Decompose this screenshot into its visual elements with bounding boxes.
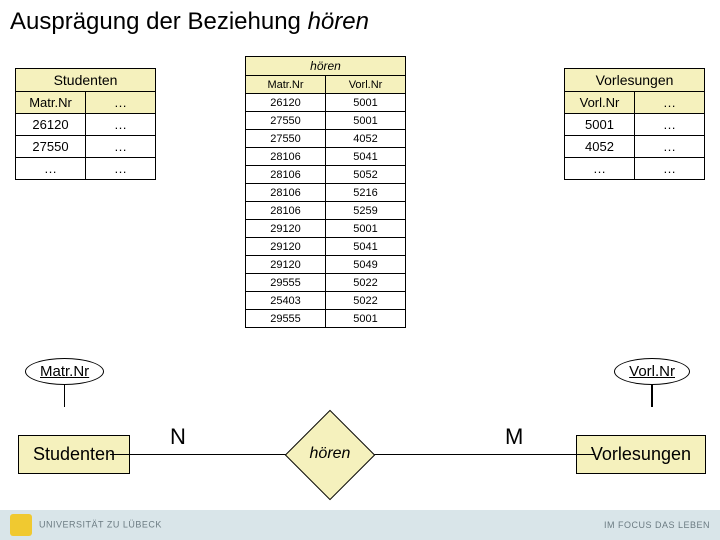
table-row: 5001…: [565, 114, 705, 136]
table-row: ……: [16, 158, 156, 180]
relationship-label: hören: [285, 445, 375, 463]
table-cell: 5022: [326, 292, 406, 310]
table-row: 281065216: [246, 184, 406, 202]
table-studenten: Studenten Matr.Nr … 26120…27550………: [15, 68, 156, 180]
table-cell: 29120: [246, 256, 326, 274]
table-cell: 28106: [246, 184, 326, 202]
table-cell: …: [86, 114, 156, 136]
table-cell: 4052: [326, 130, 406, 148]
table-cell: 5001: [326, 94, 406, 112]
table-row: 281065041: [246, 148, 406, 166]
er-relationship-hoeren: hören: [285, 430, 375, 480]
table-cell: …: [86, 158, 156, 180]
table-cell: …: [635, 136, 705, 158]
table-row: ……: [565, 158, 705, 180]
footer-left-text: UNIVERSITÄT ZU LÜBECK: [39, 519, 162, 529]
university-logo-icon: [10, 514, 32, 536]
table-row: 295555022: [246, 274, 406, 292]
table-cell: …: [565, 158, 635, 180]
table-cell: 5041: [326, 238, 406, 256]
col-header: Vorl.Nr: [565, 92, 635, 114]
col-header: Vorl.Nr: [326, 76, 406, 94]
table-cell: …: [635, 158, 705, 180]
table-row: 275504052: [246, 130, 406, 148]
col-header: …: [635, 92, 705, 114]
table-cell: 5052: [326, 166, 406, 184]
table-cell: 5041: [326, 148, 406, 166]
table-body: 5001…4052………: [565, 114, 705, 180]
table-row: 291205049: [246, 256, 406, 274]
connector-line: [651, 385, 653, 407]
attribute-label: Matr.Nr: [25, 358, 104, 385]
cardinality-n: N: [170, 424, 186, 450]
table-cell: 27550: [16, 136, 86, 158]
table-cell: 29555: [246, 274, 326, 292]
table-row: 281065259: [246, 202, 406, 220]
table-cell: 28106: [246, 166, 326, 184]
table-row: 261205001: [246, 94, 406, 112]
col-header: Matr.Nr: [16, 92, 86, 114]
footer-bar: UNIVERSITÄT ZU LÜBECK IM FOCUS DAS LEBEN: [0, 510, 720, 540]
table-cell: 28106: [246, 148, 326, 166]
table-cell: 26120: [16, 114, 86, 136]
table-row: 291205001: [246, 220, 406, 238]
cardinality-m: M: [505, 424, 523, 450]
table-body: 26120…27550………: [16, 114, 156, 180]
table-cell: …: [16, 158, 86, 180]
table-title: Studenten: [16, 69, 156, 92]
table-cell: 26120: [246, 94, 326, 112]
col-header: Matr.Nr: [246, 76, 326, 94]
table-cell: 25403: [246, 292, 326, 310]
table-cell: 5001: [326, 112, 406, 130]
er-edge-left: [110, 454, 290, 456]
er-edge-right: [370, 454, 595, 456]
table-row: 295555001: [246, 310, 406, 328]
table-cell: 4052: [565, 136, 635, 158]
table-cell: 5001: [326, 310, 406, 328]
title-prefix: Ausprägung der Beziehung: [10, 8, 308, 35]
page-title: Ausprägung der Beziehung hören: [0, 0, 720, 48]
table-cell: 27550: [246, 112, 326, 130]
table-row: 254035022: [246, 292, 406, 310]
footer-right: IM FOCUS DAS LEBEN: [604, 520, 710, 530]
table-cell: 5001: [326, 220, 406, 238]
attribute-label: Vorl.Nr: [614, 358, 690, 385]
table-row: 27550…: [16, 136, 156, 158]
footer-left: UNIVERSITÄT ZU LÜBECK: [10, 514, 162, 536]
table-cell: 27550: [246, 130, 326, 148]
table-cell: 28106: [246, 202, 326, 220]
title-italic: hören: [308, 8, 369, 35]
table-row: 281065052: [246, 166, 406, 184]
table-hoeren: hören Matr.Nr Vorl.Nr 261205001275505001…: [245, 56, 406, 328]
diagram-area: Studenten Matr.Nr … 26120…27550……… hören…: [0, 48, 720, 488]
table-row: 26120…: [16, 114, 156, 136]
table-row: 4052…: [565, 136, 705, 158]
er-attribute-vorlnr: Vorl.Nr: [614, 358, 690, 407]
table-vorlesungen: Vorlesungen Vorl.Nr … 5001…4052………: [564, 68, 705, 180]
table-cell: 5259: [326, 202, 406, 220]
table-cell: 5001: [565, 114, 635, 136]
table-cell: …: [86, 136, 156, 158]
er-attribute-matrnr: Matr.Nr: [25, 358, 104, 407]
table-cell: 29120: [246, 238, 326, 256]
table-title: Vorlesungen: [565, 69, 705, 92]
table-title: hören: [246, 57, 406, 76]
table-row: 275505001: [246, 112, 406, 130]
table-cell: 5216: [326, 184, 406, 202]
col-header: …: [86, 92, 156, 114]
table-cell: 5022: [326, 274, 406, 292]
table-cell: 5049: [326, 256, 406, 274]
connector-line: [64, 385, 66, 407]
table-cell: …: [635, 114, 705, 136]
er-entity-vorlesungen: Vorlesungen: [576, 435, 706, 474]
table-cell: 29555: [246, 310, 326, 328]
table-cell: 29120: [246, 220, 326, 238]
table-body: 2612050012755050012755040522810650412810…: [246, 94, 406, 328]
table-row: 291205041: [246, 238, 406, 256]
